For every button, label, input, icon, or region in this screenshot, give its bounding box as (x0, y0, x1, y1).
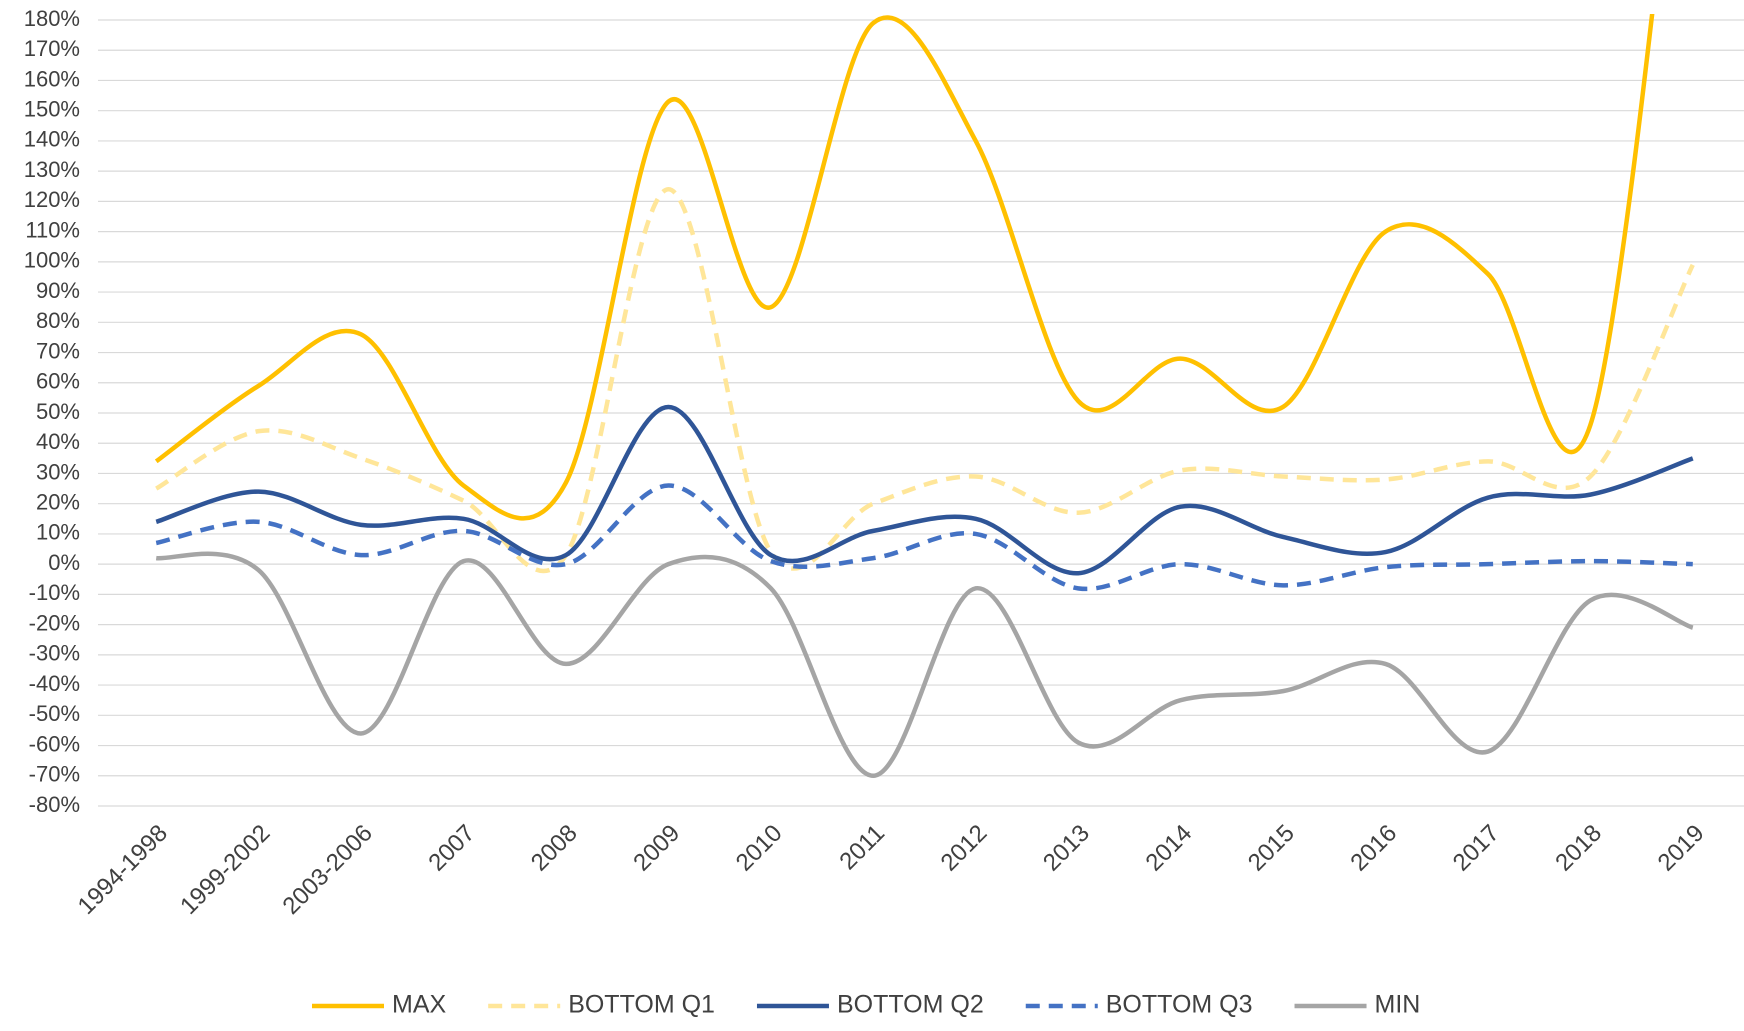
y-tick-label: 100% (24, 248, 80, 273)
y-tick-label: 0% (48, 550, 80, 575)
series-line (155, 187, 1695, 574)
x-tick-label: 2012 (936, 820, 993, 877)
series-line (154, 14, 1655, 521)
x-tick-label: 2013 (1038, 820, 1095, 877)
y-tick-label: 140% (24, 127, 80, 152)
x-tick-label: 2010 (731, 820, 788, 877)
x-tick-label: 2015 (1243, 820, 1300, 877)
y-tick-label: 20% (36, 490, 80, 515)
y-tick-label: 40% (36, 429, 80, 454)
y-tick-label: 120% (24, 187, 80, 212)
y-tick-label: 150% (24, 97, 80, 122)
y-tick-label: 130% (24, 157, 80, 182)
y-tick-label: 60% (36, 369, 80, 394)
y-tick-label: 90% (36, 278, 80, 303)
y-tick-label: -40% (29, 671, 80, 696)
y-tick-label: 50% (36, 399, 80, 424)
y-tick-label: 160% (24, 66, 80, 91)
y-tick-label: 80% (36, 308, 80, 333)
y-tick-label: -70% (29, 762, 80, 787)
y-tick-label: -80% (29, 792, 80, 817)
x-tick-label: 2007 (423, 820, 480, 877)
series-line (155, 404, 1694, 576)
series-line (155, 551, 1694, 779)
legend-label: MAX (392, 991, 447, 1019)
y-tick-label: -60% (29, 731, 80, 756)
legend-label: BOTTOM Q2 (837, 991, 984, 1019)
x-tick-label: 2008 (526, 820, 583, 877)
x-tick-label: 1999-2002 (175, 820, 275, 920)
y-tick-label: 110% (25, 217, 80, 242)
y-tick-label: -50% (29, 701, 80, 726)
series-line (155, 483, 1693, 592)
x-tick-label: 2016 (1345, 820, 1402, 877)
y-tick-label: 10% (36, 520, 80, 545)
x-tick-label: 2011 (834, 820, 890, 876)
y-tick-label: -30% (29, 641, 80, 666)
y-tick-label: 180% (24, 6, 80, 31)
x-tick-label: 2019 (1653, 820, 1710, 877)
y-tick-label: 30% (36, 459, 80, 484)
x-tick-label: 1994-1998 (73, 820, 173, 920)
x-tick-label: 2017 (1448, 820, 1505, 877)
x-tick-label: 2018 (1550, 820, 1607, 877)
y-tick-label: -20% (29, 610, 80, 635)
x-tick-label: 2014 (1140, 820, 1197, 877)
y-tick-label: 70% (36, 338, 80, 363)
x-tick-label: 2003-2006 (278, 820, 378, 920)
legend-label: BOTTOM Q3 (1106, 991, 1253, 1019)
legend-label: MIN (1375, 991, 1421, 1019)
y-tick-label: -10% (29, 580, 80, 605)
x-tick-label: 2009 (628, 820, 685, 877)
legend-label: BOTTOM Q1 (568, 991, 715, 1019)
y-tick-label: 170% (24, 36, 80, 61)
